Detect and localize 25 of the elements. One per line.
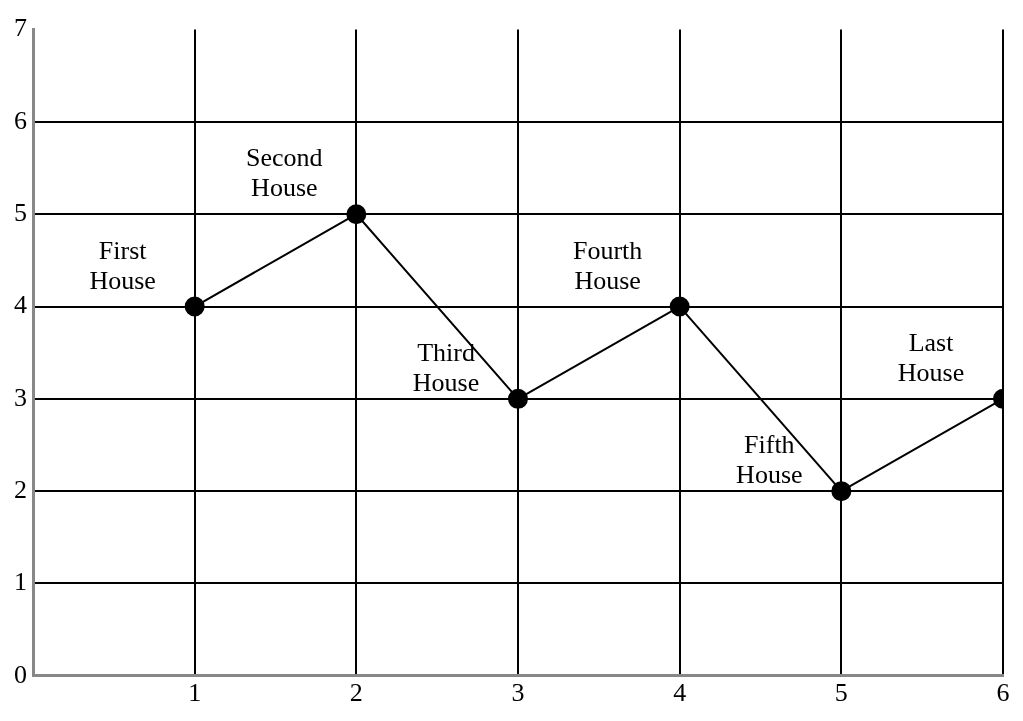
x-tick-label: 5	[834, 678, 848, 708]
y-tick-label: 3	[14, 382, 27, 412]
y-tick-label: 1	[14, 567, 27, 597]
point	[184, 296, 205, 317]
x-tick-label: 3	[511, 678, 525, 708]
annotation: Third House	[412, 337, 480, 397]
y-tick-label: 5	[14, 198, 27, 228]
point	[669, 296, 690, 317]
point	[346, 204, 367, 225]
y-tick-label: 0	[14, 659, 27, 689]
annotation: First House	[89, 235, 156, 295]
y-tick-label: 6	[14, 105, 27, 135]
x-tick-label: 4	[673, 678, 687, 708]
annotation: Fourth House	[572, 235, 643, 295]
point	[831, 481, 852, 502]
x-tick-label: 2	[349, 678, 363, 708]
annotation: Fifth House	[736, 430, 803, 490]
x-tick-label: 6	[996, 678, 1010, 708]
annotation: Second House	[246, 143, 323, 203]
point	[508, 388, 528, 409]
annotation: Last House	[897, 327, 965, 387]
y-tick-label: 4	[14, 290, 27, 320]
y-tick-label: 7	[14, 13, 27, 43]
y-tick-label: 2	[14, 475, 27, 504]
x-tick-label: 1	[188, 678, 202, 708]
